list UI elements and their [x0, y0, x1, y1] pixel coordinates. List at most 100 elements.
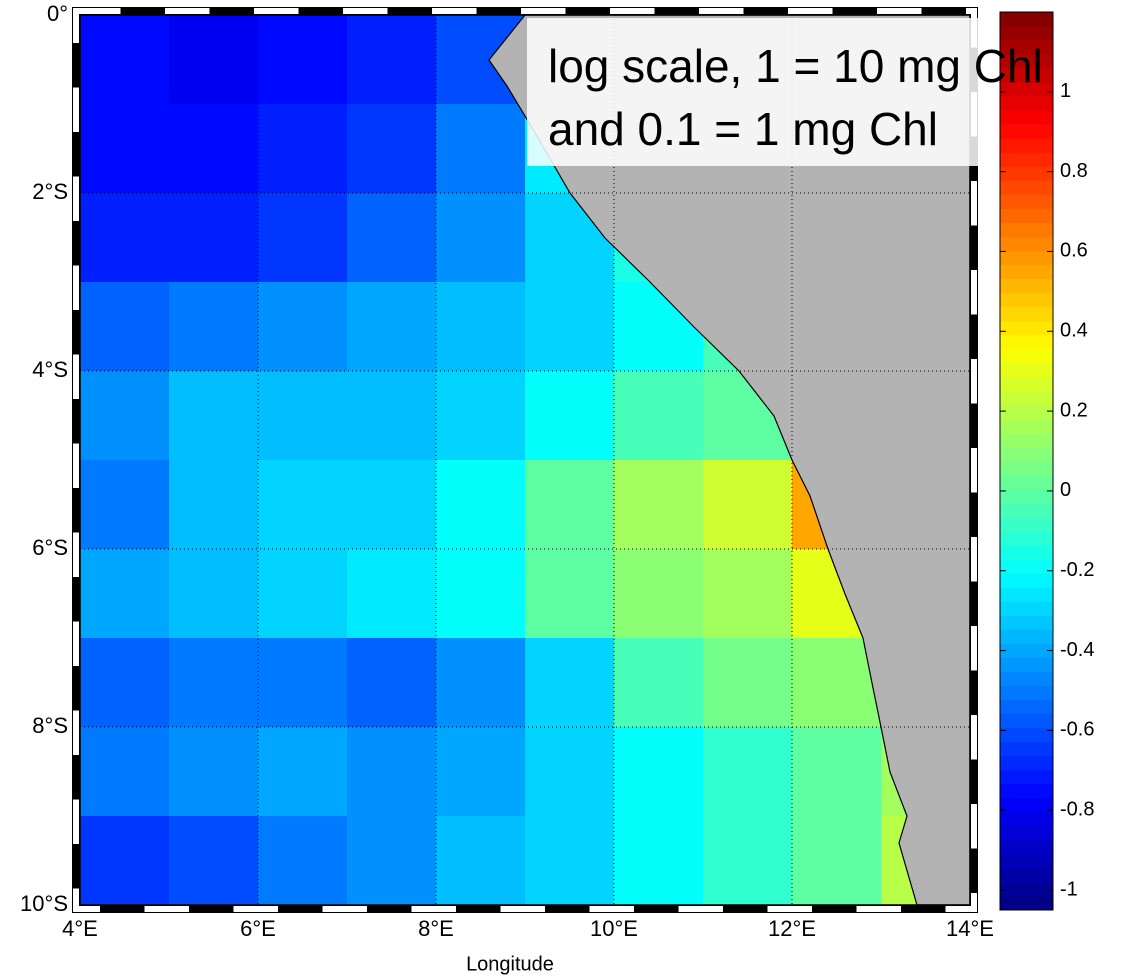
colorbar-segment	[1000, 699, 1053, 715]
colorbar-segment	[1000, 40, 1053, 55]
colorbar-segment	[1000, 657, 1053, 672]
colorbar-segment	[1000, 629, 1053, 644]
colorbar-segment	[1000, 755, 1053, 771]
heatmap-cell	[792, 816, 882, 906]
heatmap-cell	[258, 460, 348, 550]
colorbar-segment	[1000, 404, 1053, 420]
heatmap-cell	[703, 549, 793, 639]
y-tick-label: 10°S	[20, 891, 68, 916]
colorbar-segment	[1000, 320, 1053, 336]
heatmap-cell	[258, 371, 348, 461]
heatmap-cell	[347, 638, 437, 728]
colorbar-segment	[1000, 124, 1053, 139]
heatmap-cell	[258, 549, 348, 639]
heatmap-cell	[169, 371, 259, 461]
heatmap-cell	[703, 727, 793, 817]
heatmap-cell	[80, 104, 170, 194]
heatmap-cell	[436, 727, 526, 817]
colorbar-segment	[1000, 671, 1053, 686]
colorbar-segment	[1000, 685, 1053, 701]
colorbar-segment	[1000, 531, 1053, 546]
heatmap-cell	[347, 104, 437, 194]
heatmap-cell	[436, 282, 526, 372]
heatmap-cell	[614, 638, 704, 728]
colorbar-segment	[1000, 334, 1053, 350]
heatmap-cell	[169, 15, 259, 105]
y-tick-label: 2°S	[32, 179, 68, 204]
heatmap-cell	[703, 638, 793, 728]
colorbar-segment	[1000, 26, 1053, 41]
colorbar-segment	[1000, 475, 1053, 490]
heatmap-cell	[258, 282, 348, 372]
heatmap-cell	[169, 638, 259, 728]
colorbar-tick-label: -0.8	[1060, 799, 1094, 821]
colorbar-segment	[1000, 713, 1053, 729]
colorbar-segment	[1000, 601, 1053, 616]
heatmap-cell	[80, 15, 170, 105]
heatmap-cell	[258, 193, 348, 283]
heatmap-cell	[258, 104, 348, 194]
heatmap-cell	[436, 104, 526, 194]
x-tick-label: 10°E	[590, 916, 638, 941]
colorbar-segment	[1000, 110, 1053, 125]
heatmap-cell	[614, 816, 704, 906]
colorbar	[1000, 12, 1053, 911]
heatmap-cell	[347, 15, 437, 105]
colorbar-segment	[1000, 895, 1053, 911]
heatmap-cell	[614, 727, 704, 817]
annotation-line: and 0.1 = 1 mg Chl	[548, 103, 938, 155]
heatmap-cell	[436, 638, 526, 728]
colorbar-segment	[1000, 82, 1053, 97]
colorbar-tick-label: -0.2	[1060, 559, 1094, 581]
heatmap-cell	[347, 193, 437, 283]
colorbar-segment	[1000, 194, 1053, 209]
colorbar-segment	[1000, 587, 1053, 602]
heatmap-cell	[347, 727, 437, 817]
heatmap-cell	[80, 460, 170, 550]
annotation-line: log scale, 1 = 10 mg Chl	[548, 40, 1043, 92]
heatmap-cell	[525, 371, 615, 461]
colorbar-segment	[1000, 306, 1053, 322]
heatmap-cell	[614, 371, 704, 461]
y-tick-label: 0°	[47, 1, 68, 26]
colorbar-segment	[1000, 152, 1053, 167]
colorbar-segment	[1000, 68, 1053, 83]
colorbar-segment	[1000, 250, 1053, 266]
heatmap-cell	[169, 460, 259, 550]
colorbar-segment	[1000, 362, 1053, 378]
colorbar-segment	[1000, 348, 1053, 364]
colorbar-segment	[1000, 643, 1053, 658]
colorbar-segment	[1000, 54, 1053, 69]
colorbar-tick-label: 1	[1060, 80, 1071, 102]
heatmap-cell	[80, 282, 170, 372]
heatmap-cell	[525, 727, 615, 817]
colorbar-segment	[1000, 432, 1053, 448]
colorbar-segment	[1000, 853, 1053, 869]
colorbar-segment	[1000, 769, 1053, 785]
x-axis-label: Longitude	[466, 953, 554, 975]
heatmap-cell	[169, 282, 259, 372]
colorbar-segment	[1000, 236, 1053, 252]
heatmap-cell	[436, 371, 526, 461]
heatmap-cell	[614, 460, 704, 550]
colorbar-segment	[1000, 376, 1053, 392]
colorbar-segment	[1000, 825, 1053, 841]
heatmap-cell	[258, 15, 348, 105]
colorbar-segment	[1000, 839, 1053, 855]
heatmap-cell	[169, 549, 259, 639]
heatmap-cell	[169, 104, 259, 194]
colorbar-tick-label: 0.4	[1060, 320, 1088, 342]
colorbar-segment	[1000, 615, 1053, 630]
frame-dashes	[73, 8, 977, 912]
x-tick-label: 4°E	[62, 916, 98, 941]
colorbar-tick-label: 0.8	[1060, 160, 1088, 182]
colorbar-segment	[1000, 517, 1053, 532]
colorbar-segment	[1000, 390, 1053, 406]
colorbar-segment	[1000, 783, 1053, 799]
colorbar-segment	[1000, 292, 1053, 308]
colorbar-segment	[1000, 418, 1053, 434]
colorbar-segment	[1000, 503, 1053, 518]
heatmap-cell	[347, 371, 437, 461]
heatmap-cell	[169, 193, 259, 283]
colorbar-segment	[1000, 180, 1053, 195]
